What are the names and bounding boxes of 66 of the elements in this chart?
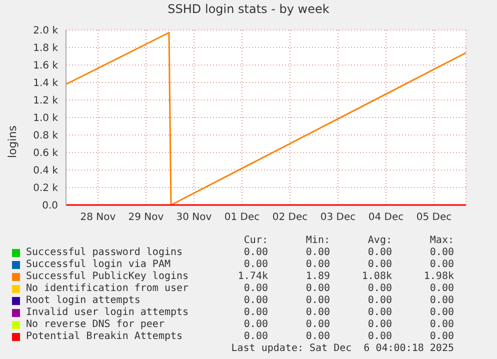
text: 0.00 [366, 319, 392, 331]
x-tick-label: 30 Nov [176, 212, 212, 224]
x-tick-label: 05 Dec [416, 212, 452, 224]
text: 0.00 [366, 295, 392, 307]
text: 0.00 [242, 283, 268, 295]
y-tick-label: 0.2 k [33, 183, 58, 194]
x-tick-label: 04 Dec [368, 212, 404, 224]
text: Max: [428, 235, 454, 247]
text: 0.00 [428, 283, 454, 295]
y-axis-title: logins [6, 125, 19, 158]
y-tick-label: 0.6 k [33, 148, 58, 160]
text: 0.00 [304, 319, 330, 331]
text: Avg: [366, 235, 392, 247]
text: 0.00 [242, 331, 268, 343]
x-tick-label: 01 Dec [224, 212, 260, 224]
text: Min: [304, 235, 330, 247]
y-tick-label: 0.8 k [33, 130, 58, 142]
text: 0.00 [242, 259, 268, 271]
y-tick-label: 0.0 [42, 200, 58, 212]
y-tick-label: 1.2 k [33, 96, 58, 107]
legend-label: Potential Breakin Attempts [26, 331, 184, 343]
y-tick-label: 2.0 k [33, 26, 58, 37]
text: 0.00 [304, 331, 330, 343]
legend-label: Successful login via PAM [26, 259, 172, 271]
text: 0.00 [366, 247, 392, 259]
text: 0.00 [428, 259, 454, 271]
text: 0.00 [304, 307, 330, 319]
chart-title: SSHD login stats - by week [166, 2, 330, 16]
text: 0.00 [242, 307, 268, 319]
legend-label: Root login attempts [26, 295, 142, 307]
legend-label: No reverse DNS for peer [26, 319, 166, 331]
text: 1.08k [360, 271, 392, 283]
legend-label: No identification from user [26, 283, 190, 295]
text: 0.00 [366, 331, 392, 343]
text: 0.00 [428, 319, 454, 331]
text: 0.00 [304, 295, 330, 307]
text: 0.00 [304, 283, 330, 295]
text: 0.00 [428, 295, 454, 307]
text: 1.98k [422, 271, 454, 283]
text: 0.00 [428, 331, 454, 343]
y-tick-label: 1.0 k [33, 113, 58, 124]
text: 0.00 [366, 259, 392, 271]
text: 0.00 [366, 307, 392, 319]
text: 0.00 [428, 247, 454, 259]
x-tick-label: 03 Dec [320, 212, 356, 224]
x-tick-label: 28 Nov [80, 212, 116, 224]
legend-label: Invalid user login attempts [26, 307, 190, 319]
text: Cur: [242, 235, 268, 247]
text: 0.00 [428, 307, 454, 319]
y-tick-label: 1.8 k [33, 43, 58, 54]
text: 1.74k [236, 271, 268, 283]
text: 0.00 [304, 247, 330, 259]
y-tick-label: 1.4 k [33, 78, 58, 90]
text: 0.00 [304, 259, 330, 271]
y-tick-label: 1.6 k [33, 60, 58, 72]
legend-label: Successful password logins [26, 247, 184, 259]
text: 0.00 [366, 283, 392, 295]
text: 1.89 [304, 271, 330, 283]
text: Last update: Sat Dec 6 04:00:18 2025 [230, 343, 454, 355]
legend-label: Successful PublicKey logins [26, 271, 190, 283]
x-tick-label: 02 Dec [272, 212, 308, 224]
y-tick-label: 0.4 k [33, 166, 58, 177]
text: 0.00 [242, 295, 268, 307]
text: 0.00 [242, 319, 268, 331]
text: 0.00 [242, 247, 268, 259]
x-tick-label: 29 Nov [128, 212, 164, 224]
